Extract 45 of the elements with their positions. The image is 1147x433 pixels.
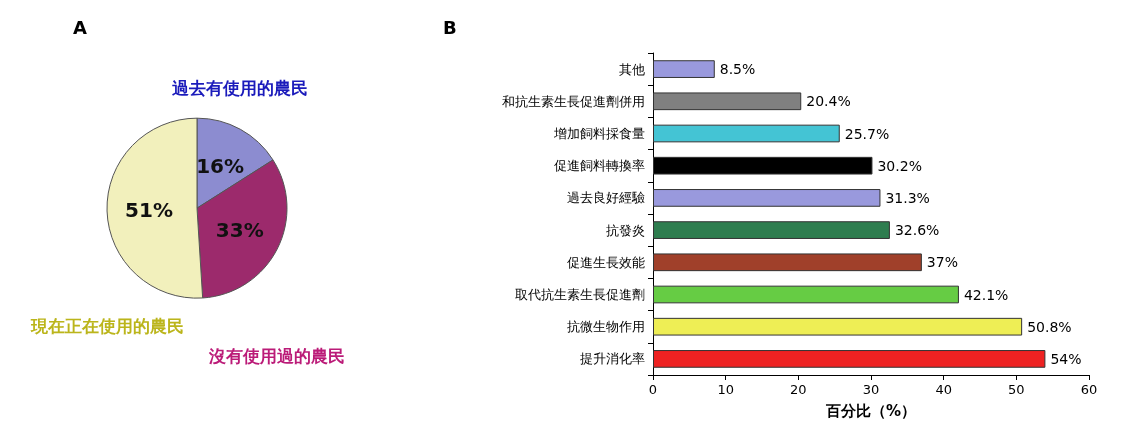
data-label: 33% [215,217,264,242]
x-tick-label: 20 [790,382,807,397]
data-label: 20.4% [806,93,851,110]
data-label: 30.2% [877,157,922,174]
slice-label: 過去有使用的農民 [171,78,309,99]
data-label: 8.5% [719,61,756,78]
bar [653,221,890,239]
data-label: 25.7% [844,125,890,142]
x-tick-label: 40 [935,382,952,397]
bar [653,189,881,207]
y-tick-label: 增加飼料採食量 [553,126,645,141]
chart-title: A [73,16,87,38]
data-label: 54% [1050,350,1082,367]
data-label: 32.6% [894,222,940,239]
data-label: 42.1% [963,286,1009,303]
data-label: 16% [196,154,245,179]
x-tick-label: 50 [1008,382,1025,397]
bar [653,317,1023,336]
slice-label: 沒有使用過的農民 [208,346,346,367]
bar [653,124,840,143]
x-tick-label: 0 [648,382,658,397]
y-tick-label: 過去良好經驗 [567,190,645,206]
bar [653,350,1046,368]
x-tick-label: 30 [862,382,880,397]
bar [653,253,922,272]
data-label: 50.8% [1027,318,1072,335]
x-tick-label: 10 [717,382,734,397]
data-label: 51% [125,197,173,222]
bar [653,60,715,78]
y-tick-label: 促進飼料轉換率 [554,158,645,174]
text: B [443,16,457,38]
y-tick-label: 促進生長效能 [567,254,645,270]
y-tick-label: 提升消化率 [580,351,645,367]
x-axis-title: 百分比（%） [824,401,917,420]
data-label: 31.3% [885,189,930,206]
y-tick-label: 其他 [619,61,645,77]
data-label: 37% [926,254,958,271]
bar [653,285,959,304]
y-tick-label: 和抗生素生長促進劑併用 [502,93,645,109]
y-tick-label: 抗發炎 [606,222,645,238]
y-tick-label: 取代抗生素生長促進劑 [515,287,645,302]
slice-label: 現在正在使用的農民 [29,316,184,337]
y-tick-label: 抗微生物作用 [567,319,645,335]
x-tick-label: 60 [1080,382,1098,397]
bar [653,92,802,111]
